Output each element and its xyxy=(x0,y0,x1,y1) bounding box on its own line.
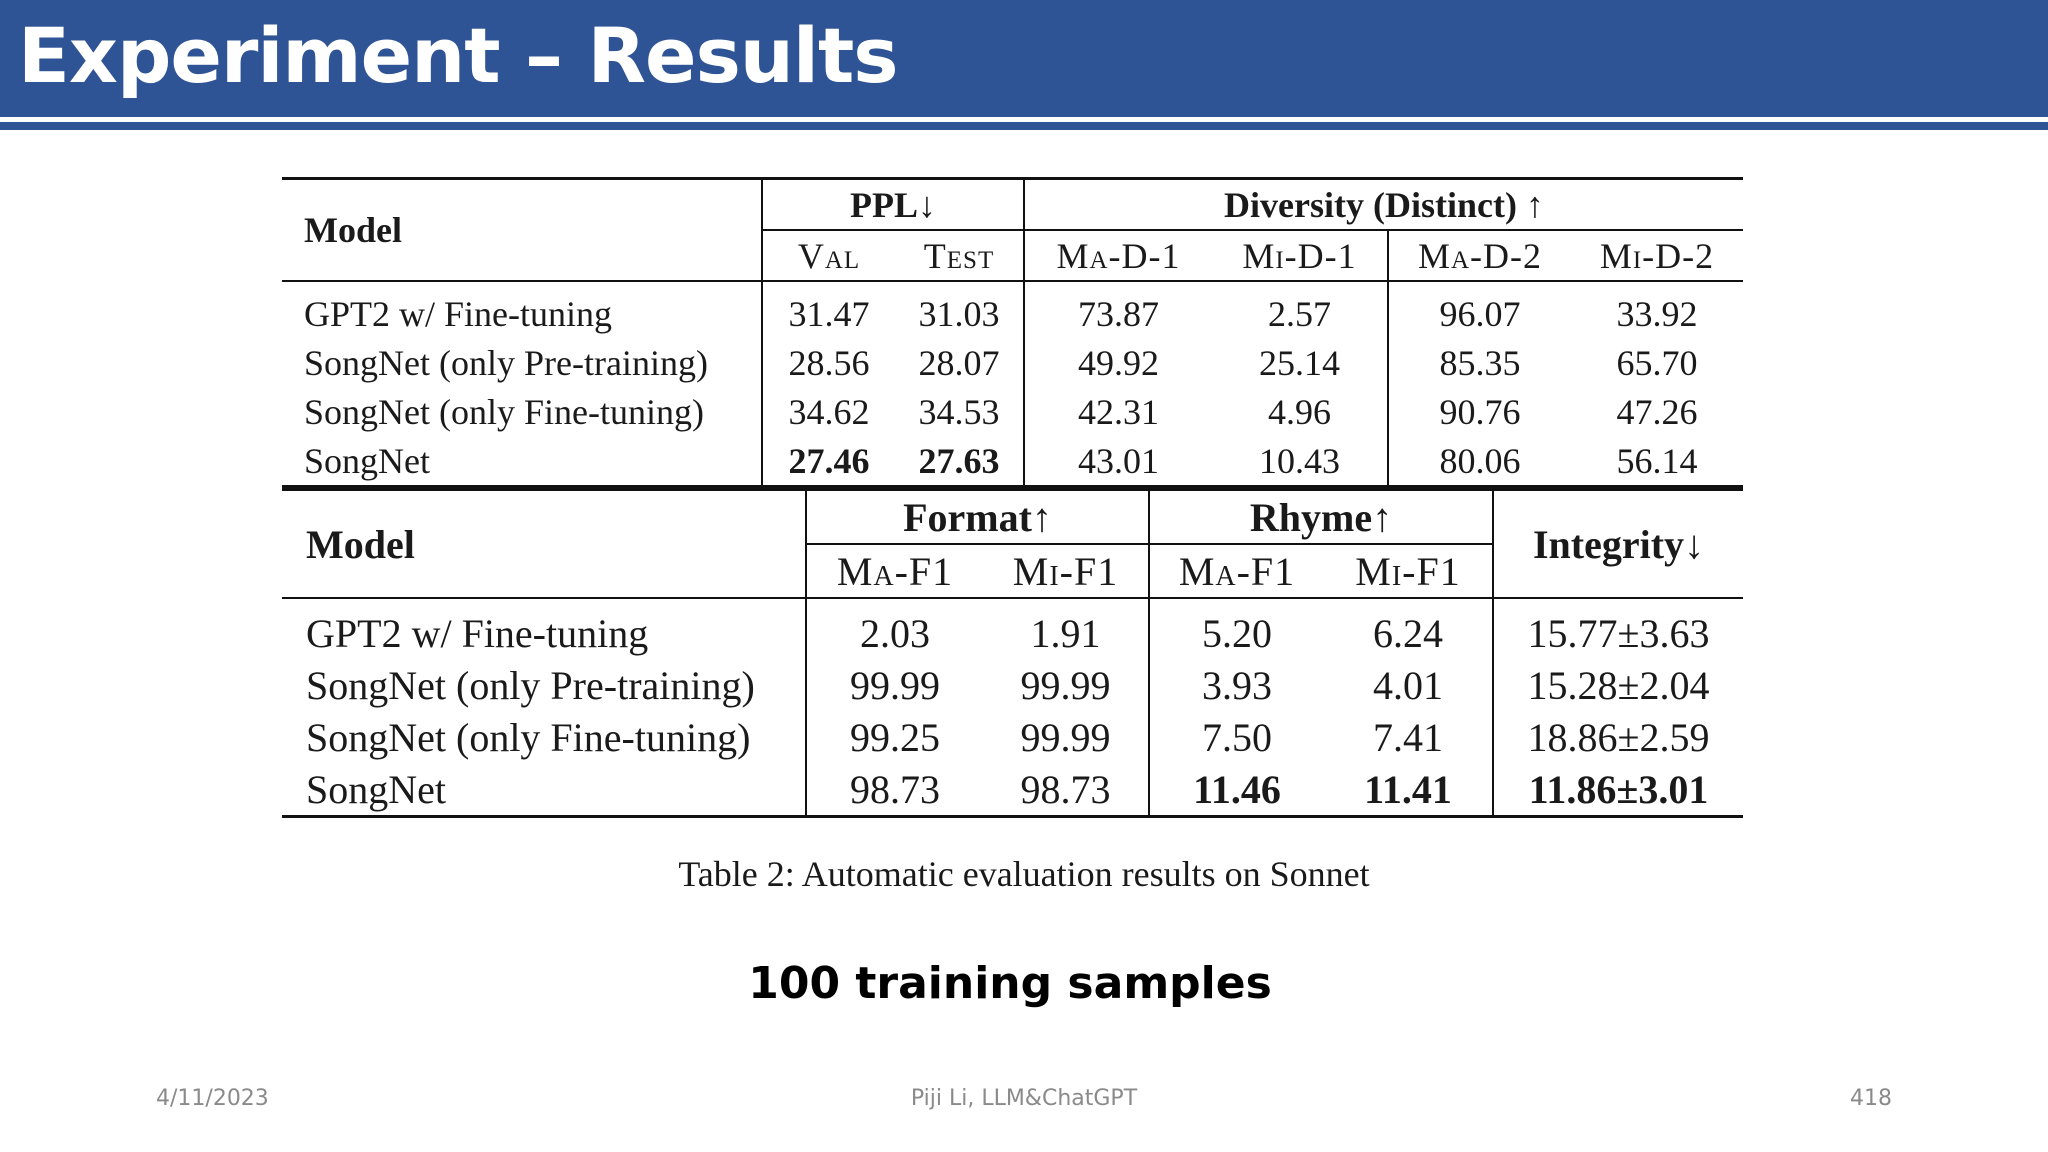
table-row: SongNet (only Fine-tuning) 99.25 99.99 7… xyxy=(282,711,1743,763)
cell-format-ma-f1: 98.73 xyxy=(805,763,983,817)
cell-format-mi-f1: 99.99 xyxy=(1020,714,1111,760)
cell-val: 31.47 xyxy=(761,289,895,338)
model-name: SongNet xyxy=(306,766,446,812)
table-caption: Table 2: Automatic evaluation results on… xyxy=(678,854,1370,894)
footer-author: Piji Li, LLM&ChatGPT xyxy=(910,1086,1138,1111)
title-bar xyxy=(0,0,2048,117)
subheader-test: Test xyxy=(923,235,995,276)
table-row: SongNet 98.73 98.73 11.46 11.41 11.86±3.… xyxy=(282,763,1743,817)
subheader-mi-d-2: Mi-D-2 xyxy=(1599,235,1715,276)
cell-mi-d-2: 65.70 xyxy=(1616,342,1698,383)
subheader-format-ma-f1: Ma-F1 xyxy=(805,544,983,598)
title-divider-line xyxy=(0,122,2048,130)
title-divider-gap xyxy=(0,117,2048,122)
slide-title: Experiment – Results xyxy=(18,11,899,100)
model-name: GPT2 w/ Fine-tuning xyxy=(306,610,649,656)
subheader-rhyme-mi-f1: Mi-F1 xyxy=(1355,548,1461,594)
model-header: Model xyxy=(306,521,415,567)
cell-integrity: 18.86±2.59 xyxy=(1492,711,1743,763)
subheader-format-mi-f1: Mi-F1 xyxy=(1012,548,1119,594)
cell-format-mi-f1: 99.99 xyxy=(1020,662,1111,708)
subheader-mi-d-1: Mi-D-1 xyxy=(1242,235,1357,276)
model-name: SongNet (only Fine-tuning) xyxy=(306,714,751,760)
subheader-val: Val xyxy=(761,230,895,281)
cell-rhyme-mi-f1: 7.41 xyxy=(1373,714,1443,760)
cell-format-ma-f1: 2.03 xyxy=(805,607,983,659)
cell-integrity: 15.28±2.04 xyxy=(1492,659,1743,711)
cell-rhyme-mi-f1: 6.24 xyxy=(1373,610,1443,656)
table-row: SongNet (only Fine-tuning) 34.62 34.53 4… xyxy=(282,387,1743,436)
results-table-format-rhyme-integrity: Model Format↑ Rhyme↑ Integrity↓ Ma-F1 Mi… xyxy=(282,488,1743,818)
cell-mi-d-1: 2.57 xyxy=(1268,293,1331,334)
cell-ma-d-2: 85.35 xyxy=(1387,338,1571,387)
cell-mi-d-2: 56.14 xyxy=(1616,440,1698,481)
samples-note: 100 training samples xyxy=(748,958,1272,1009)
cell-format-mi-f1: 1.91 xyxy=(1030,610,1101,656)
cell-ma-d-1: 42.31 xyxy=(1023,387,1212,436)
cell-ma-d-1: 73.87 xyxy=(1023,289,1212,338)
model-name: SongNet xyxy=(304,440,430,481)
model-name: SongNet (only Pre-training) xyxy=(306,662,755,708)
header-separator xyxy=(282,280,1743,289)
cell-test: 28.07 xyxy=(918,342,1000,383)
footer-page-number: 418 xyxy=(1850,1086,1892,1111)
cell-mi-d-1: 4.96 xyxy=(1268,391,1331,432)
cell-val: 34.62 xyxy=(761,387,895,436)
table-row: GPT2 w/ Fine-tuning 31.47 31.03 73.87 2.… xyxy=(282,289,1743,338)
cell-mi-d-1: 10.43 xyxy=(1259,440,1340,481)
table-row: SongNet (only Pre-training) 28.56 28.07 … xyxy=(282,338,1743,387)
model-header: Model xyxy=(304,210,402,250)
integrity-header: Integrity↓ xyxy=(1492,489,1743,598)
cell-mi-d-2: 33.92 xyxy=(1616,293,1698,334)
cell-rhyme-mi-f1: 11.41 xyxy=(1364,766,1452,812)
cell-mi-d-2: 47.26 xyxy=(1616,391,1698,432)
subheader-ma-d-1: Ma-D-1 xyxy=(1023,230,1212,281)
header-separator xyxy=(282,597,1743,607)
cell-ma-d-2: 80.06 xyxy=(1387,436,1571,488)
cell-mi-d-1: 25.14 xyxy=(1259,342,1340,383)
cell-rhyme-ma-f1: 7.50 xyxy=(1148,711,1324,763)
cell-val: 28.56 xyxy=(761,338,895,387)
cell-rhyme-ma-f1: 11.46 xyxy=(1148,763,1324,817)
table-row: SongNet (only Pre-training) 99.99 99.99 … xyxy=(282,659,1743,711)
diversity-header: Diversity (Distinct) ↑ xyxy=(1023,178,1743,231)
subheader-ma-d-2: Ma-D-2 xyxy=(1387,230,1571,281)
format-header: Format↑ xyxy=(805,489,1149,545)
cell-rhyme-ma-f1: 3.93 xyxy=(1148,659,1324,711)
model-name: SongNet (only Pre-training) xyxy=(304,342,708,383)
rhyme-header: Rhyme↑ xyxy=(1148,489,1493,545)
cell-integrity: 15.77±3.63 xyxy=(1492,607,1743,659)
cell-ma-d-1: 49.92 xyxy=(1023,338,1212,387)
cell-format-ma-f1: 99.99 xyxy=(805,659,983,711)
cell-format-ma-f1: 99.25 xyxy=(805,711,983,763)
cell-format-mi-f1: 98.73 xyxy=(1020,766,1111,812)
footer-date: 4/11/2023 xyxy=(156,1086,269,1111)
results-table-ppl-diversity: Model PPL↓ Diversity (Distinct) ↑ Val Te… xyxy=(282,177,1743,490)
cell-rhyme-mi-f1: 4.01 xyxy=(1373,662,1443,708)
cell-ma-d-2: 96.07 xyxy=(1387,289,1571,338)
cell-val: 27.46 xyxy=(761,436,895,488)
cell-integrity: 11.86±3.01 xyxy=(1492,763,1743,817)
table-row: SongNet 27.46 27.63 43.01 10.43 80.06 56… xyxy=(282,436,1743,488)
cell-test: 34.53 xyxy=(918,391,1000,432)
cell-ma-d-1: 43.01 xyxy=(1023,436,1212,488)
model-name: GPT2 w/ Fine-tuning xyxy=(304,293,613,334)
model-name: SongNet (only Fine-tuning) xyxy=(304,391,704,432)
cell-test: 31.03 xyxy=(918,293,1000,334)
cell-rhyme-ma-f1: 5.20 xyxy=(1148,607,1324,659)
cell-test: 27.63 xyxy=(918,440,1000,481)
subheader-rhyme-ma-f1: Ma-F1 xyxy=(1148,544,1324,598)
cell-ma-d-2: 90.76 xyxy=(1387,387,1571,436)
ppl-header: PPL↓ xyxy=(761,178,1024,231)
table-row: GPT2 w/ Fine-tuning 2.03 1.91 5.20 6.24 … xyxy=(282,607,1743,659)
